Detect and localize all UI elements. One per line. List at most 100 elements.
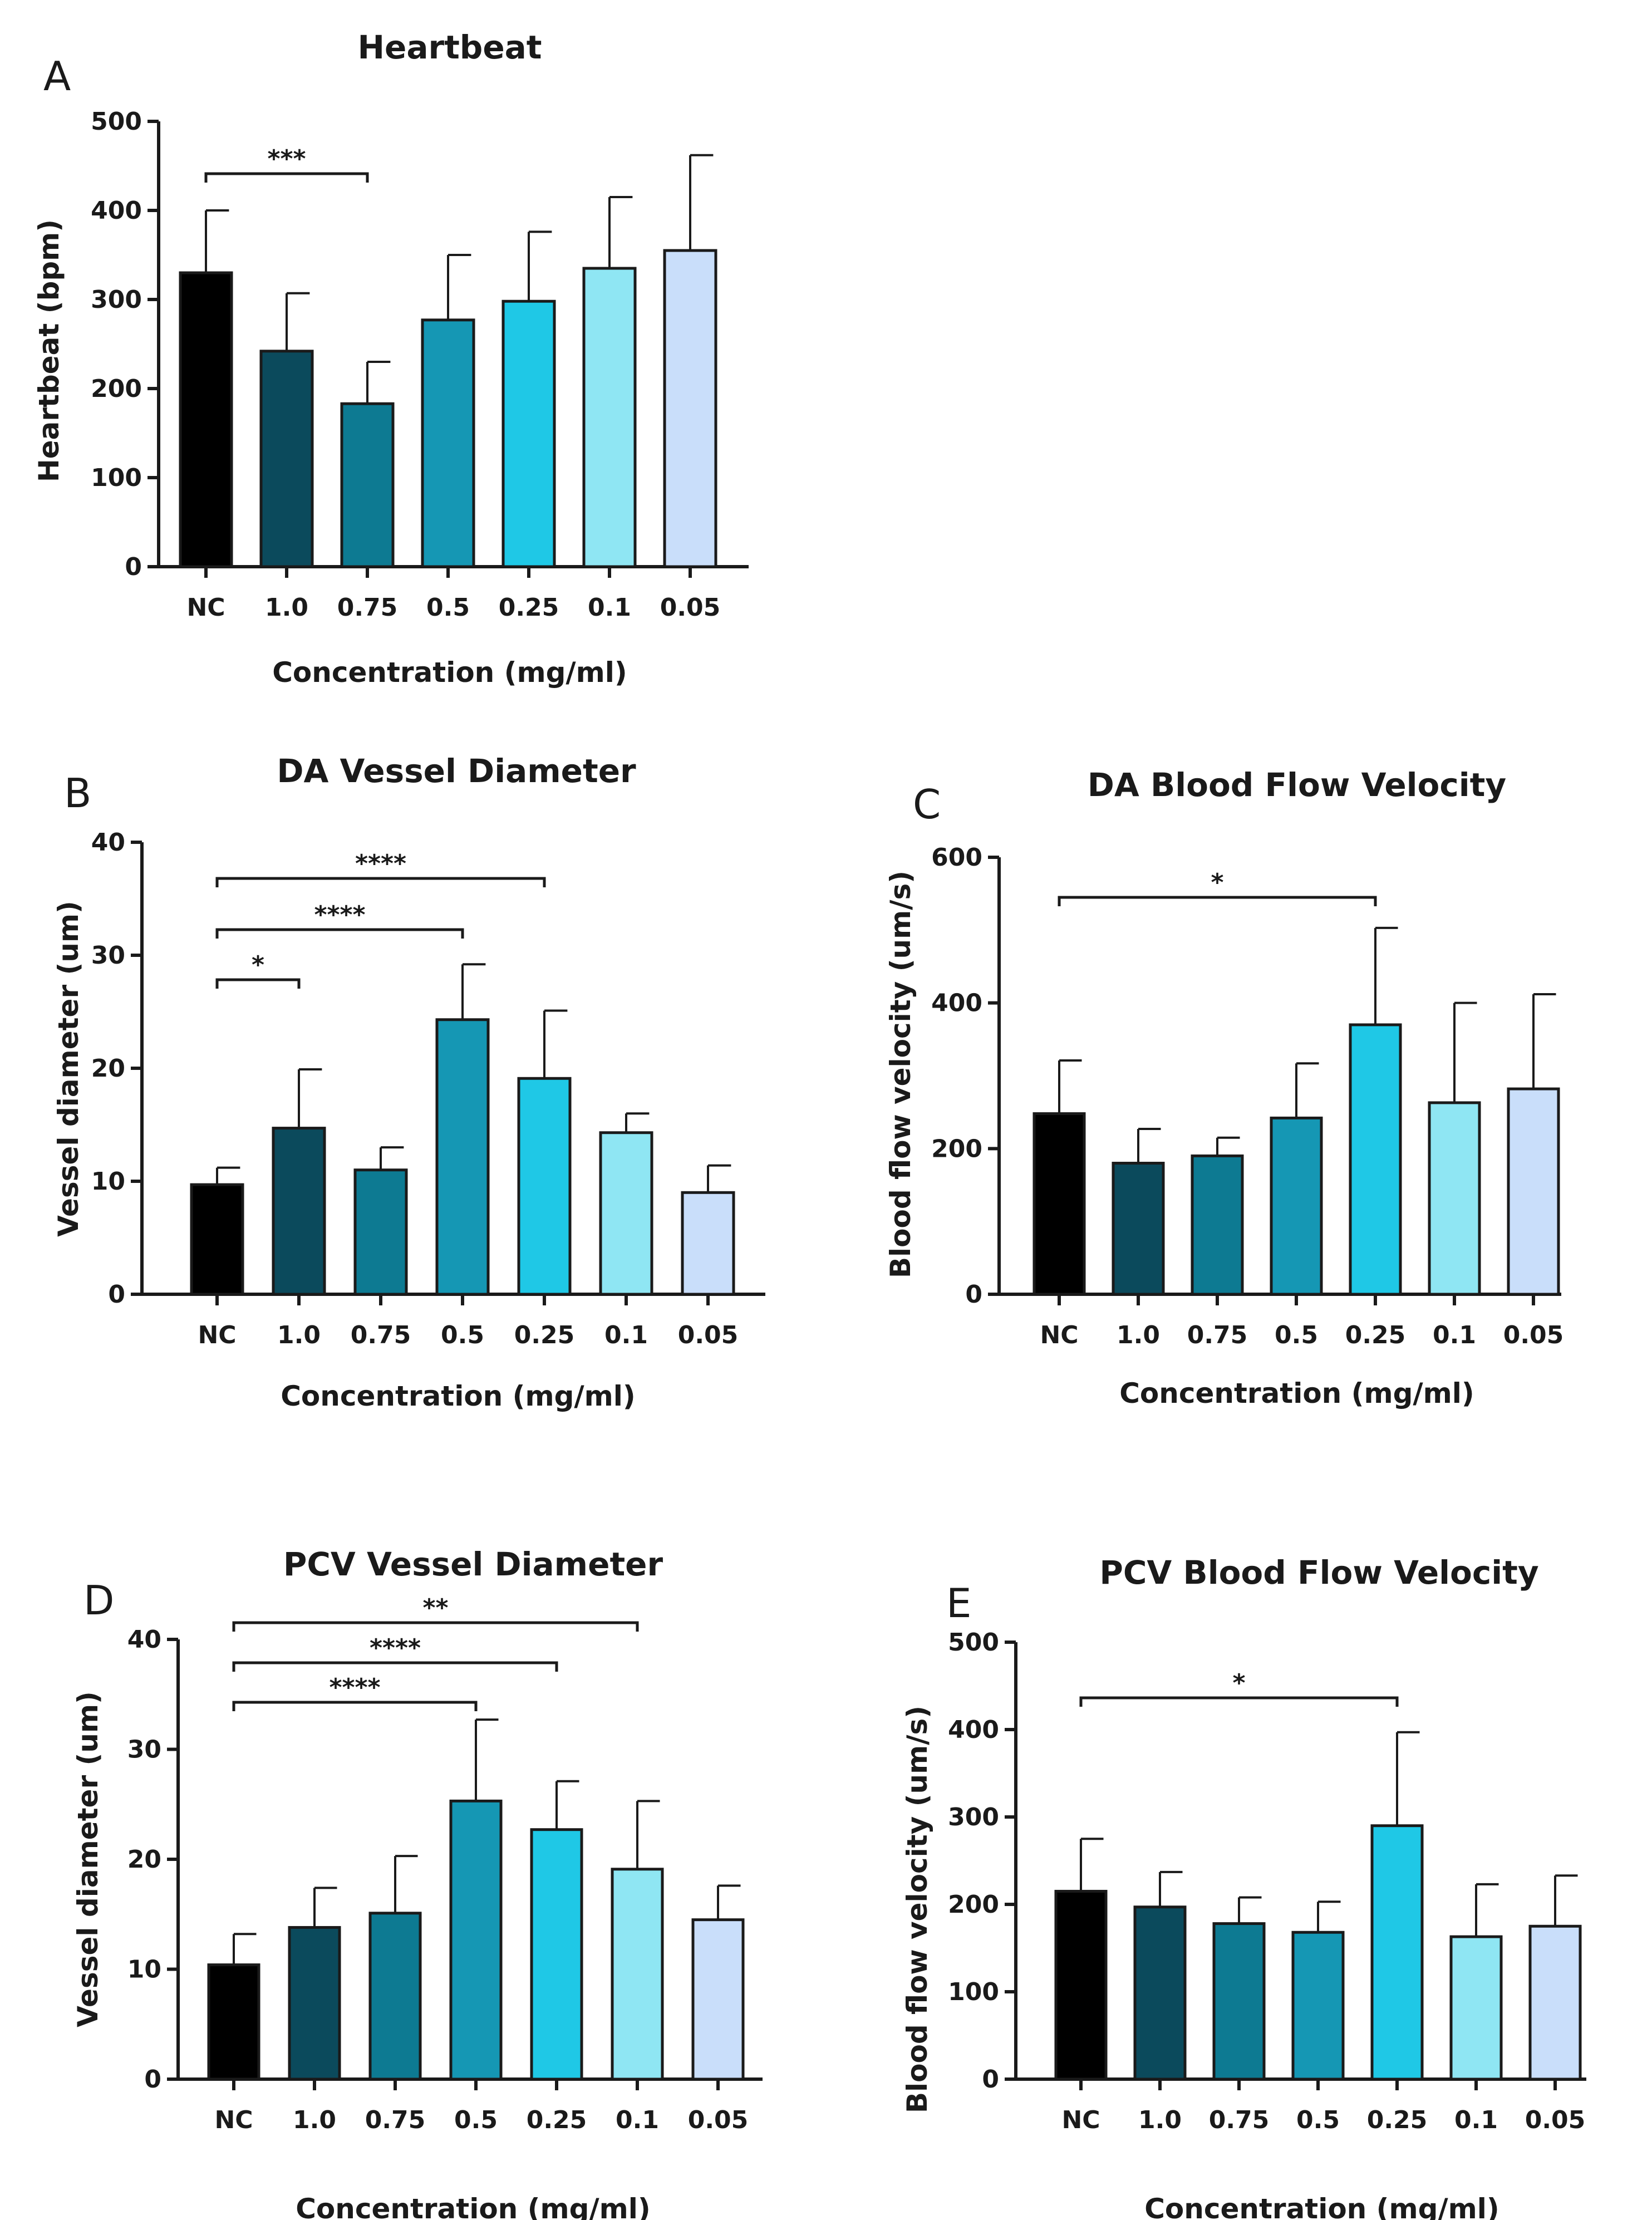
panel-d-sig-label: **** (329, 1673, 380, 1702)
panel-a-ytick-label: 500 (91, 107, 142, 136)
panel-c-xtick-label: 1.0 (1117, 1321, 1160, 1349)
panel-d-xtick-label: 0.1 (616, 2106, 659, 2134)
panel-a-ytick-label: 200 (91, 375, 142, 403)
panel-c-xlabel: Concentration (mg/ml) (1119, 1377, 1474, 1409)
panel-e-bar-5 (1449, 1935, 1503, 2081)
panel-d-letter: D (83, 1577, 114, 1624)
panel-e-bar-2 (1212, 1922, 1266, 2081)
panel-e-ytick-label: 200 (948, 1890, 999, 1919)
panel-a-ytick-label: 100 (91, 464, 142, 492)
panel-c-bar-0 (1032, 1112, 1086, 1296)
panel-b-bar-2 (353, 1168, 408, 1296)
panel-e-ytick-label: 500 (948, 1628, 999, 1657)
panel-e-bar-6 (1528, 1924, 1582, 2081)
panel-d-xtick-label: 0.25 (527, 2106, 587, 2134)
panel-a-xlabel: Concentration (mg/ml) (272, 656, 627, 689)
panel-d-bar-1 (288, 1926, 341, 2081)
panel-e-xtick-label: 0.05 (1525, 2106, 1586, 2134)
panel-a-plot: 0 100 200 300 400 500 NC 1.0 0.75 0.5 0.25 0.1 0.05 *… (91, 107, 749, 622)
panel-d-xtick-label: NC (214, 2106, 253, 2134)
panel-e-bar-0 (1054, 1889, 1108, 2081)
panel-b-ytick-label: 30 (91, 941, 125, 970)
panel-a-xtick-label: 0.75 (337, 593, 398, 622)
panel-c-bar-1 (1112, 1162, 1165, 1296)
panel-b-sig-label: **** (314, 901, 365, 929)
panel-c-xtick-label: 0.05 (1503, 1321, 1564, 1349)
panel-a-xtick-label: 0.25 (499, 593, 559, 622)
panel-c-plot: 0 200 400 600 NC 1.0 0.75 0.5 0.25 0.1 0.05 * (931, 843, 1564, 1349)
panel-d-bar-3 (449, 1799, 503, 2081)
panel-d-xtick-label: 0.75 (365, 2106, 426, 2134)
panel-d-sig-label: ** (422, 1594, 448, 1622)
panel-d-ytick-label: 20 (127, 1845, 161, 1874)
panel-c-sig-bracket (1058, 896, 1377, 906)
panel-d-ytick-label: 0 (144, 2065, 161, 2094)
panel-d-ytick-label: 10 (127, 1956, 161, 1984)
panel-c-xtick-label: 0.25 (1345, 1321, 1406, 1349)
panel-e-xtick-label: 0.25 (1367, 2106, 1428, 2134)
panel-b-xtick-label: 0.05 (678, 1321, 739, 1349)
panel-e-xtick-label: NC (1061, 2106, 1100, 2134)
panel-e-ytick-label: 400 (948, 1716, 999, 1744)
panel-d-xtick-label: 0.05 (688, 2106, 749, 2134)
panel-b-xtick-label: 1.0 (277, 1321, 321, 1349)
panel-b-xtick-label: NC (198, 1321, 236, 1349)
panel-a-letter: A (43, 53, 71, 100)
panel-c-xtick-label: 0.5 (1275, 1321, 1318, 1349)
panel-b-xtick-label: 0.1 (604, 1321, 648, 1349)
panel-c-xtick-label: 0.75 (1187, 1321, 1248, 1349)
panel-c: C DA Blood Flow Velocity Concentration (… (884, 766, 1564, 1409)
panel-d-bar-5 (611, 1868, 664, 2081)
panel-a-bar-3 (421, 318, 475, 568)
panel-c-bar-6 (1507, 1087, 1560, 1296)
panel-a-sig-label: *** (267, 145, 306, 173)
panel-e-title: PCV Blood Flow Velocity (1099, 1554, 1538, 1592)
panel-d-xlabel: Concentration (mg/ml) (296, 2193, 651, 2220)
panel-c-bar-3 (1270, 1116, 1323, 1296)
panel-e-letter: E (946, 1580, 972, 1627)
panel-e-xtick-label: 0.75 (1209, 2106, 1270, 2134)
panel-e-bar-1 (1133, 1905, 1187, 2081)
panel-d-bar-6 (691, 1918, 745, 2081)
panel-b-xtick-label: 0.75 (351, 1321, 411, 1349)
panel-d-xtick-label: 1.0 (293, 2106, 336, 2134)
panel-b-sig-bracket (215, 928, 464, 939)
panel-a-xtick-label: 1.0 (265, 593, 308, 622)
panel-d-sig-bracket (232, 1701, 478, 1711)
panel-e-bar-3 (1291, 1931, 1345, 2081)
panel-b-ytick-label: 10 (91, 1167, 125, 1196)
panel-c-ytick-label: 600 (931, 843, 982, 872)
panel-e-ylabel: Blood flow velocity (um/s) (901, 1706, 933, 2113)
panel-d-bar-2 (368, 1912, 422, 2081)
panel-b-bar-1 (272, 1127, 326, 1296)
panel-c-title: DA Blood Flow Velocity (1088, 766, 1506, 804)
panel-c-ytick-label: 0 (965, 1280, 982, 1309)
panel-c-ytick-label: 200 (931, 1134, 982, 1163)
panel-c-xtick-label: 0.1 (1433, 1321, 1476, 1349)
panel-b: B DA Vessel Diameter Concentration (mg/m… (52, 752, 765, 1412)
panel-b-sig-label: **** (355, 849, 406, 878)
panel-a-bar-6 (663, 249, 717, 568)
panel-a-bar-1 (259, 350, 314, 568)
panel-a-ytick-label: 0 (125, 553, 142, 581)
panel-b-bar-3 (435, 1018, 490, 1296)
panel-b-ylabel: Vessel diameter (um) (52, 901, 85, 1237)
panel-d-bar-0 (207, 1963, 260, 2081)
panel-a-bar-4 (502, 299, 556, 568)
panel-e-bar-4 (1370, 1824, 1424, 2081)
panel-b-sig-label: * (252, 951, 264, 979)
panel-c-letter: C (913, 781, 941, 828)
panel-d-ylabel: Vessel diameter (um) (72, 1691, 104, 2027)
panel-e-xtick-label: 1.0 (1138, 2106, 1182, 2134)
panel-e-xtick-label: 0.1 (1454, 2106, 1498, 2134)
panel-d-sig-bracket (232, 1661, 558, 1672)
panel-a-xtick-label: NC (186, 593, 225, 622)
panel-e-ytick-label: 100 (948, 1978, 999, 2006)
panel-e-ytick-label: 0 (982, 2065, 999, 2094)
panel-e-sig-label: * (1232, 1669, 1245, 1697)
panel-b-sig-bracket (215, 978, 301, 989)
panel-e-xtick-label: 0.5 (1296, 2106, 1340, 2134)
panel-b-xlabel: Concentration (mg/ml) (281, 1380, 636, 1412)
